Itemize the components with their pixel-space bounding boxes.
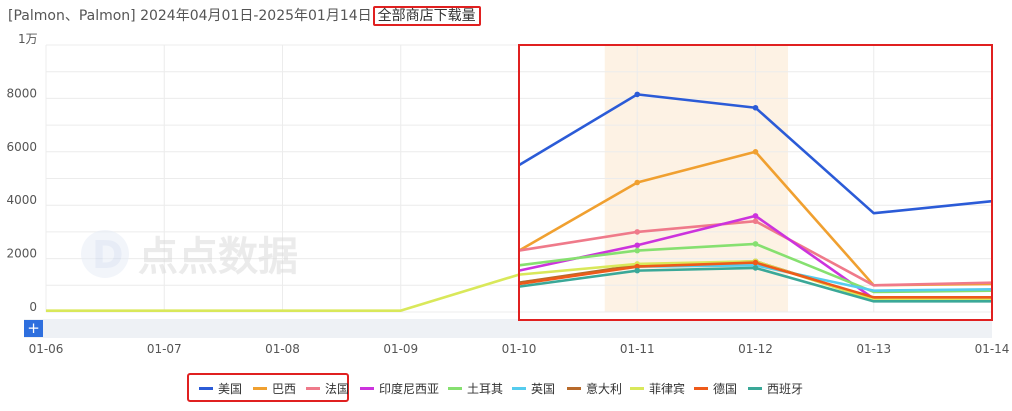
legend-label: 菲律宾 <box>649 381 686 396</box>
legend: 美国 巴西 法国 印度尼西亚 土耳其 英国 意大利 菲律宾 德国 西班牙 <box>0 373 1012 402</box>
data-point[interactable] <box>752 259 759 266</box>
data-point[interactable] <box>634 263 641 270</box>
legend-item[interactable]: 西班牙 <box>748 378 803 398</box>
data-point[interactable] <box>752 265 759 271</box>
watermark-logo: D <box>92 233 124 277</box>
legend-swatch <box>694 386 708 390</box>
legend-swatch <box>253 386 267 390</box>
y-tick-label: 0 <box>29 300 37 314</box>
x-tick-label: 01-09 <box>383 342 418 356</box>
chart-title: [Palmon、Palmon] 2024年04月01日-2025年01月14日 <box>8 8 372 24</box>
x-tick-label: 01-12 <box>738 342 773 356</box>
legend-item[interactable]: 土耳其 <box>448 378 503 398</box>
x-tick-label: 01-11 <box>620 342 655 356</box>
x-tick-label: 01-14 <box>975 342 1010 356</box>
legend-item[interactable]: 英国 <box>512 378 555 398</box>
x-tick-label: 01-13 <box>856 342 891 356</box>
red-highlight-box <box>518 44 993 321</box>
data-point[interactable] <box>634 267 641 274</box>
legend-label: 美国 <box>218 381 243 396</box>
legend-item[interactable]: 法国 <box>306 378 349 398</box>
data-point[interactable] <box>752 218 759 225</box>
scroll-track[interactable] <box>24 319 992 338</box>
legend-highlight-box <box>187 373 349 402</box>
legend-label: 意大利 <box>586 381 623 396</box>
y-tick-label: 8000 <box>6 86 37 100</box>
legend-swatch <box>360 386 374 390</box>
data-point[interactable] <box>752 213 759 219</box>
watermark-text: 点点数据 <box>138 234 298 280</box>
legend-label: 德国 <box>713 381 738 396</box>
x-tick-label: 01-10 <box>502 342 537 356</box>
data-point[interactable] <box>634 247 641 254</box>
legend-swatch <box>448 386 462 390</box>
data-point[interactable] <box>752 104 759 111</box>
legend-swatch <box>567 386 581 390</box>
x-tick-label: 01-08 <box>265 342 300 356</box>
legend-swatch <box>306 386 320 390</box>
x-tick-label: 01-07 <box>147 342 182 356</box>
legend-item[interactable]: 意大利 <box>567 378 622 398</box>
chart-header: [Palmon、Palmon] 2024年04月01日-2025年01月14日全… <box>8 5 481 26</box>
zoom-button[interactable]: + <box>24 320 43 337</box>
legend-label: 土耳其 <box>467 381 504 396</box>
legend-item[interactable]: 巴西 <box>253 378 296 398</box>
y-unit-label: 1万 <box>18 32 38 46</box>
data-point[interactable] <box>634 242 641 249</box>
scope-label[interactable]: 全部商店下载量 <box>372 6 481 26</box>
legend-item[interactable]: 菲律宾 <box>630 378 685 398</box>
legend-swatch <box>748 386 762 390</box>
y-tick-label: 2000 <box>6 247 37 261</box>
line-chart: D 点点数据 0 2000 4000 6000 8000 01-06 01-07 01-08 0… <box>6 32 1010 356</box>
legend-swatch <box>199 386 213 390</box>
data-point[interactable] <box>634 229 641 235</box>
legend-label: 西班牙 <box>767 381 804 396</box>
y-tick-label: 6000 <box>6 140 37 154</box>
legend-label: 巴西 <box>272 381 297 396</box>
data-point[interactable] <box>634 91 641 98</box>
legend-item[interactable]: 印度尼西亚 <box>360 378 439 398</box>
legend-label: 印度尼西亚 <box>379 381 440 396</box>
data-point[interactable] <box>752 149 759 155</box>
legend-swatch <box>512 386 526 390</box>
legend-swatch <box>630 386 644 390</box>
y-tick-label: 4000 <box>6 193 37 207</box>
watermark: D 点点数据 <box>81 230 298 280</box>
legend-label: 英国 <box>531 381 556 396</box>
data-point[interactable] <box>752 241 759 247</box>
data-point[interactable] <box>634 179 641 186</box>
legend-item[interactable]: 德国 <box>694 378 737 398</box>
legend-item[interactable]: 美国 <box>199 378 242 398</box>
x-tick-label: 01-06 <box>29 342 64 356</box>
legend-label: 法国 <box>325 381 350 396</box>
